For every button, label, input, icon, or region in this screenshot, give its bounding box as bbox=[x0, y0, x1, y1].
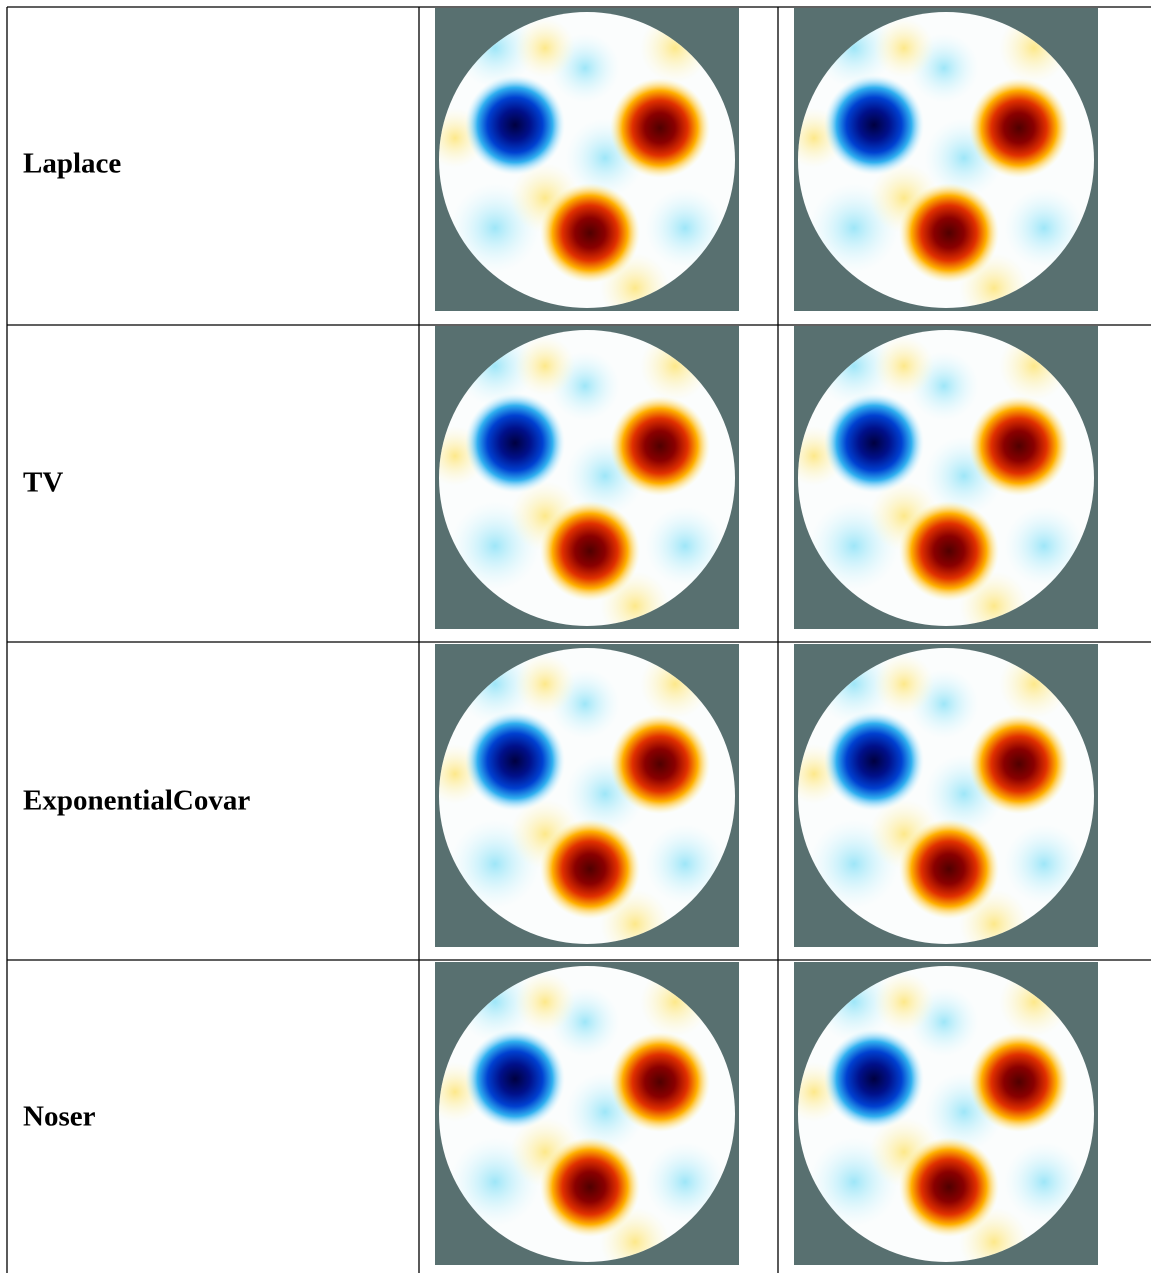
reconstruction-image bbox=[425, 962, 739, 1273]
reconstruction-image bbox=[784, 644, 1098, 959]
reconstruction-image bbox=[425, 326, 739, 641]
row-label: Noser bbox=[23, 1101, 96, 1133]
row-label: TV bbox=[23, 467, 63, 499]
row-label: Laplace bbox=[23, 148, 121, 180]
reconstruction-image bbox=[425, 8, 739, 323]
row-label: ExponentialCovar bbox=[23, 785, 250, 817]
reconstruction-image bbox=[425, 644, 739, 959]
reconstruction-image bbox=[784, 8, 1098, 323]
reconstruction-image bbox=[784, 962, 1098, 1273]
reconstruction-image bbox=[784, 326, 1098, 641]
